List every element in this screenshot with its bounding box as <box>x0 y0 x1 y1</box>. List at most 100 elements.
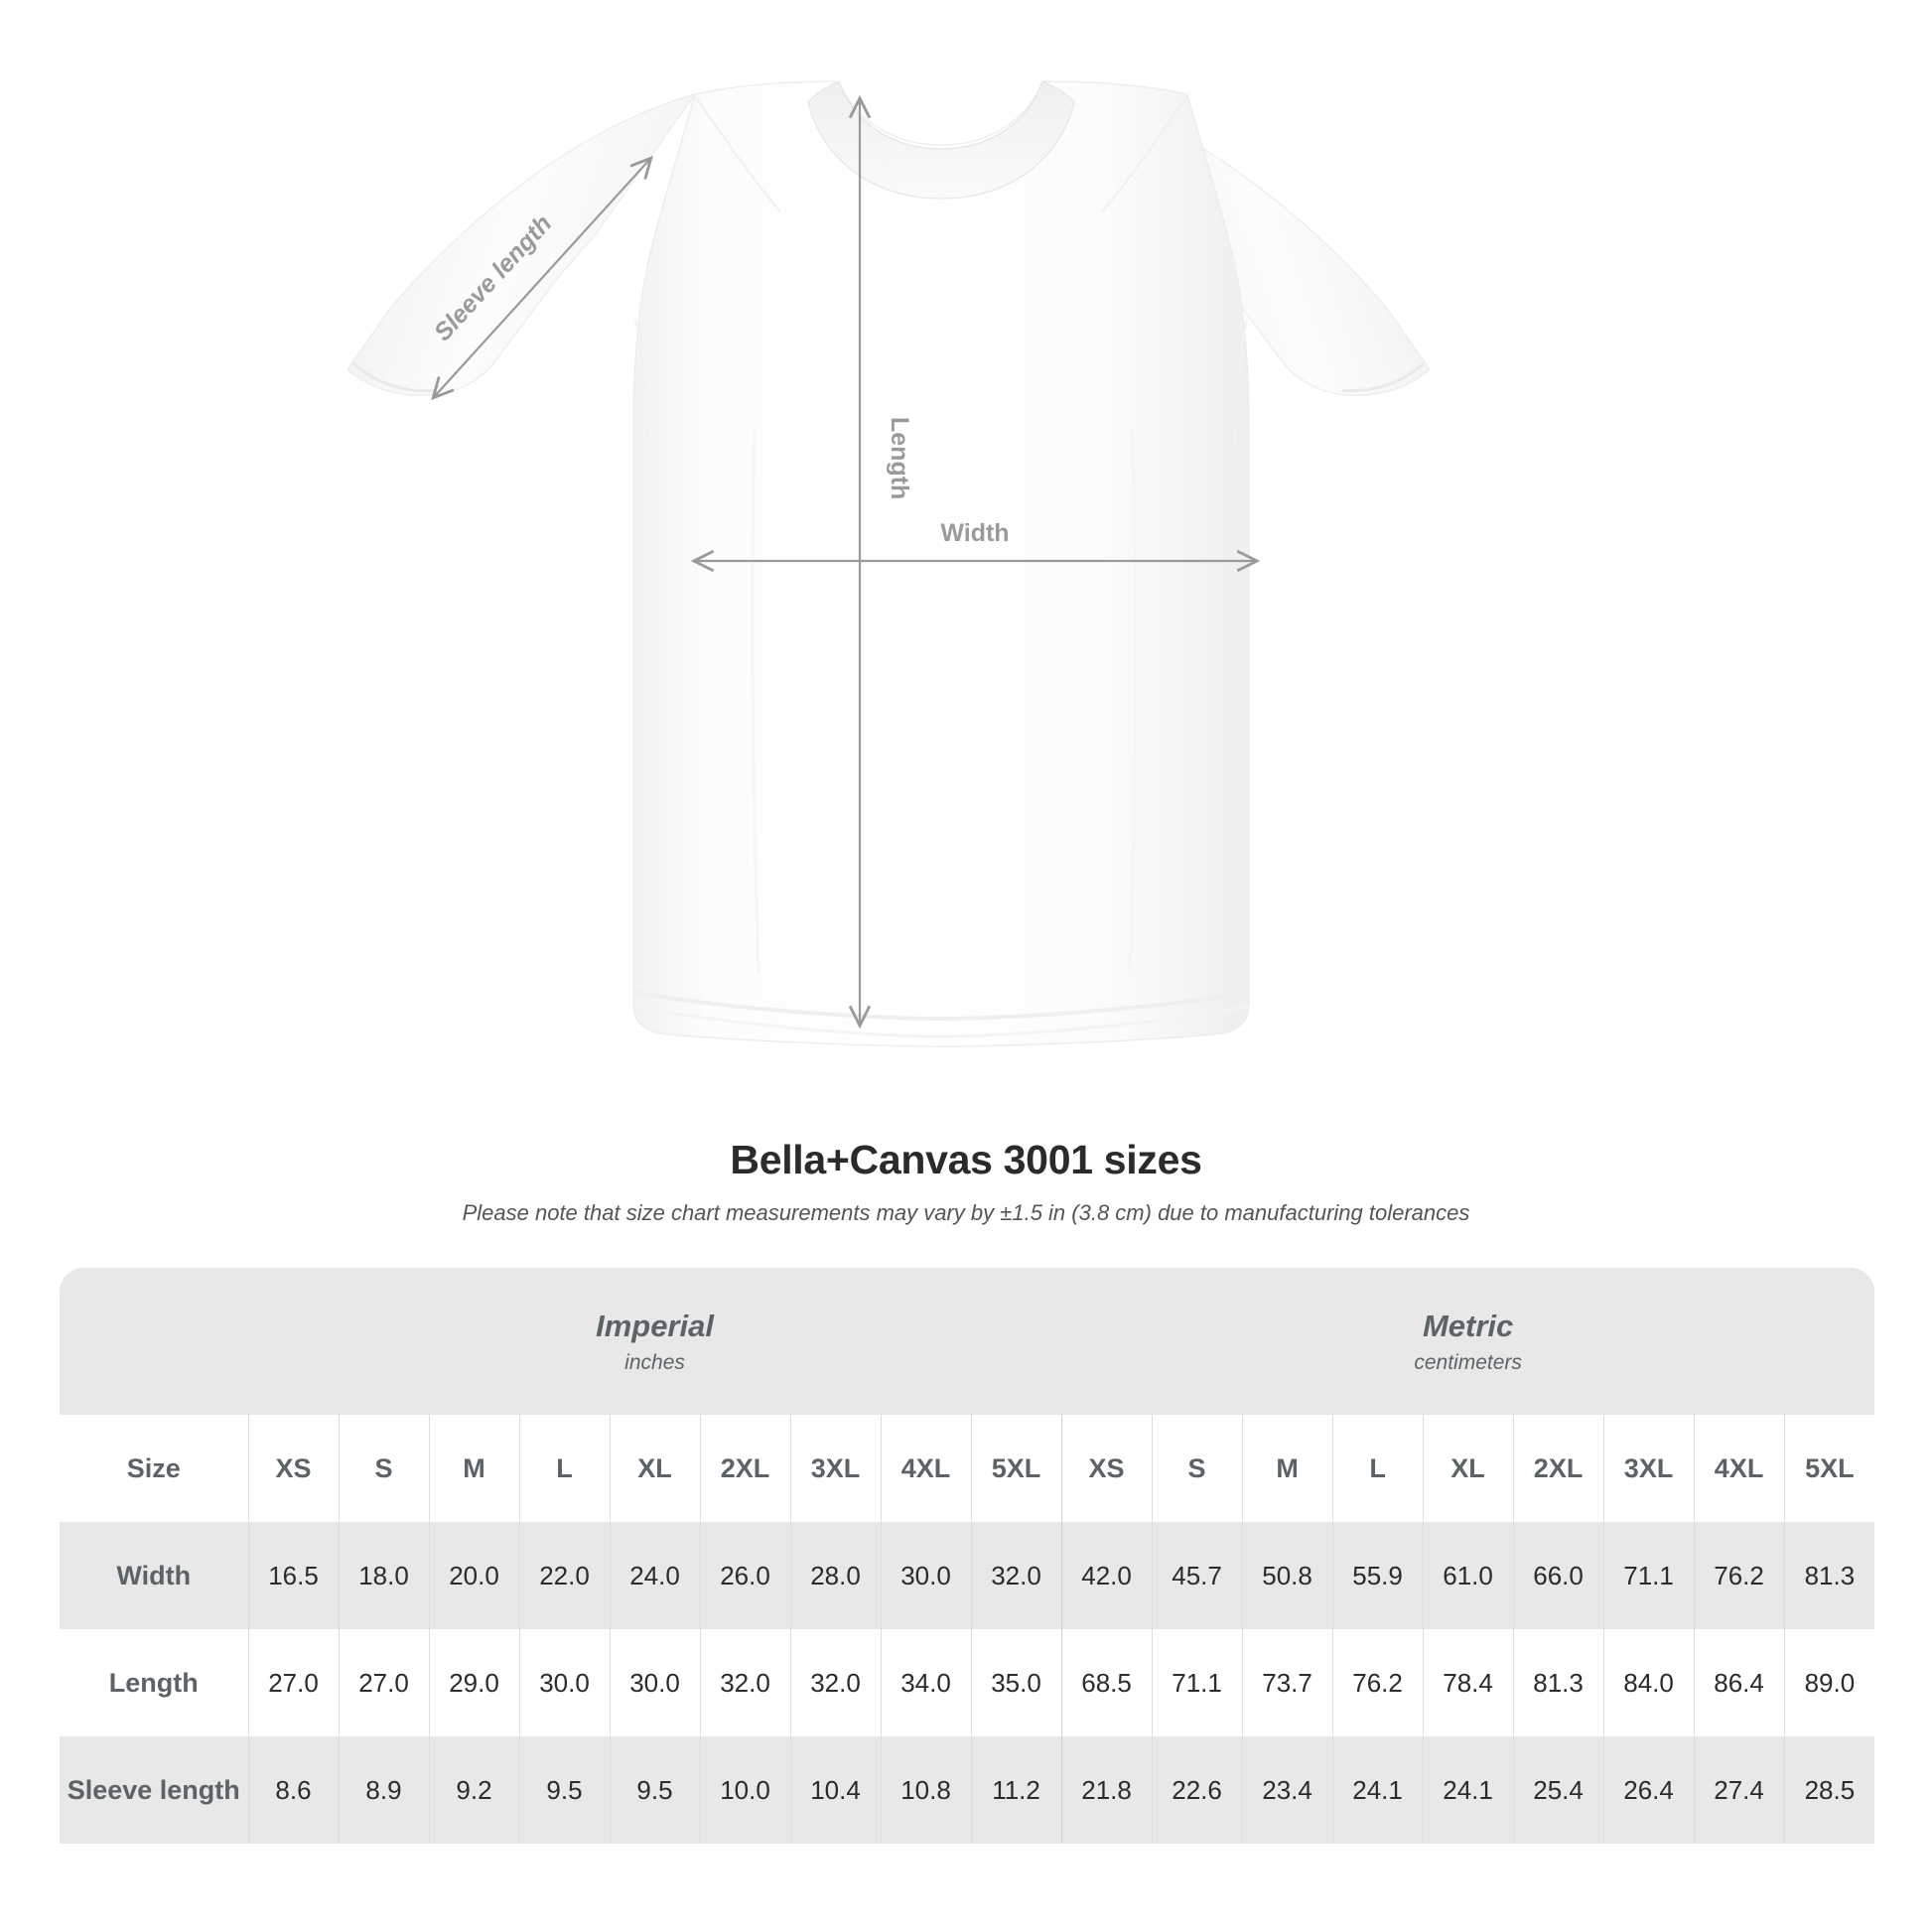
cell-value: 68.5 <box>1081 1667 1132 1698</box>
size-label: M <box>1276 1452 1299 1483</box>
cell-sleeve-4xl-metric: 27.4 <box>1693 1736 1785 1845</box>
cell-length-4xl-metric: 86.4 <box>1693 1629 1785 1737</box>
title-block: Bella+Canvas 3001 sizes Please note that… <box>0 1137 1932 1226</box>
size-label: XS <box>275 1452 312 1483</box>
size-table: Imperial inches Metric centimeters Size … <box>60 1268 1875 1845</box>
size-col-xl-imperial: XL <box>609 1415 700 1523</box>
cell-width-4xl-metric: 76.2 <box>1693 1522 1785 1630</box>
cell-width-xs-metric: 42.0 <box>1060 1522 1153 1630</box>
cell-sleeve-4xl-imperial: 10.8 <box>880 1736 971 1845</box>
size-label: 2XL <box>720 1452 770 1483</box>
cell-value: 21.8 <box>1081 1774 1132 1805</box>
banner-corner-cell <box>60 1268 248 1416</box>
cell-value: 55.9 <box>1352 1560 1403 1590</box>
cell-width-2xl-metric: 66.0 <box>1512 1522 1604 1630</box>
size-label: 4XL <box>1714 1452 1764 1483</box>
size-col-s-imperial: S <box>338 1415 429 1523</box>
size-table-container: Imperial inches Metric centimeters Size … <box>60 1268 1875 1845</box>
size-col-s-metric: S <box>1151 1415 1243 1523</box>
size-label: S <box>1187 1452 1206 1483</box>
cell-length-m-metric: 73.7 <box>1241 1629 1333 1737</box>
cell-length-m-imperial: 29.0 <box>428 1629 519 1737</box>
cell-length-2xl-metric: 81.3 <box>1512 1629 1604 1737</box>
cell-value: 28.0 <box>810 1560 861 1590</box>
cell-sleeve-xl-imperial: 9.5 <box>609 1736 700 1845</box>
size-col-xl-metric: XL <box>1422 1415 1514 1523</box>
size-label: S <box>374 1452 393 1483</box>
size-col-3xl-imperial: 3XL <box>789 1415 881 1523</box>
cell-value: 10.4 <box>810 1774 861 1805</box>
cell-length-s-metric: 71.1 <box>1151 1629 1243 1737</box>
cell-value: 9.5 <box>546 1774 583 1805</box>
size-label: XL <box>1450 1452 1485 1483</box>
table-row: Width 16.5 18.0 20.0 22.0 24.0 26.0 28.0… <box>60 1522 1875 1630</box>
cell-value: 11.2 <box>992 1774 1040 1805</box>
cell-value: 8.6 <box>275 1774 312 1805</box>
metric-banner-cell: Metric centimeters <box>1061 1268 1875 1416</box>
cell-value: 71.1 <box>1172 1667 1222 1698</box>
size-col-5xl-imperial: 5XL <box>970 1415 1062 1523</box>
cell-value: 25.4 <box>1533 1774 1584 1805</box>
size-label: 5XL <box>1805 1452 1855 1483</box>
size-label: L <box>1369 1452 1386 1483</box>
size-col-xs-metric: XS <box>1060 1415 1153 1523</box>
tshirt-diagram: Length Width Sleeve length <box>346 80 1431 1047</box>
cell-value: 76.2 <box>1714 1560 1764 1590</box>
page-title: Bella+Canvas 3001 sizes <box>730 1137 1202 1182</box>
imperial-unit: inches <box>624 1351 685 1375</box>
cell-value: 8.9 <box>365 1774 402 1805</box>
cell-value: 24.0 <box>629 1560 680 1590</box>
size-col-5xl-metric: 5XL <box>1783 1415 1875 1523</box>
cell-length-2xl-imperial: 32.0 <box>699 1629 790 1737</box>
cell-value: 81.3 <box>1533 1667 1584 1698</box>
cell-value: 32.0 <box>810 1667 861 1698</box>
cell-value: 76.2 <box>1352 1667 1403 1698</box>
cell-sleeve-5xl-metric: 28.5 <box>1783 1736 1875 1845</box>
cell-value: 50.8 <box>1262 1560 1312 1590</box>
cell-length-l-imperial: 30.0 <box>518 1629 610 1737</box>
cell-value: 26.0 <box>720 1560 770 1590</box>
size-col-l-imperial: L <box>518 1415 610 1523</box>
metric-unit: centimeters <box>1414 1351 1522 1375</box>
cell-width-4xl-imperial: 30.0 <box>880 1522 971 1630</box>
cell-length-3xl-imperial: 32.0 <box>789 1629 881 1737</box>
size-col-4xl-metric: 4XL <box>1693 1415 1785 1523</box>
cell-value: 24.1 <box>1443 1774 1493 1805</box>
cell-width-5xl-imperial: 32.0 <box>970 1522 1062 1630</box>
table-row: Length 27.0 27.0 29.0 30.0 30.0 32.0 32.… <box>60 1629 1875 1737</box>
cell-value: 73.7 <box>1262 1667 1312 1698</box>
cell-value: 84.0 <box>1623 1667 1674 1698</box>
cell-sleeve-xs-metric: 21.8 <box>1060 1736 1153 1845</box>
cell-value: 18.0 <box>358 1560 409 1590</box>
cell-value: 86.4 <box>1714 1667 1764 1698</box>
cell-width-m-metric: 50.8 <box>1241 1522 1333 1630</box>
cell-sleeve-5xl-imperial: 11.2 <box>970 1736 1062 1845</box>
metric-name: Metric <box>1422 1308 1514 1343</box>
cell-value: 78.4 <box>1443 1667 1493 1698</box>
size-header-row: Size XS S M L XL 2XL 3XL 4XL 5XL XS S M … <box>60 1415 1875 1523</box>
cell-width-3xl-metric: 71.1 <box>1602 1522 1695 1630</box>
cell-value: 28.5 <box>1804 1774 1856 1805</box>
cell-value: 30.0 <box>629 1667 680 1698</box>
cell-width-5xl-metric: 81.3 <box>1783 1522 1875 1630</box>
cell-value: 22.6 <box>1172 1774 1222 1805</box>
cell-value: 20.0 <box>449 1560 499 1590</box>
cell-width-s-imperial: 18.0 <box>338 1522 429 1630</box>
length-label: Length <box>886 417 913 499</box>
cell-sleeve-s-metric: 22.6 <box>1151 1736 1243 1845</box>
cell-length-5xl-metric: 89.0 <box>1783 1629 1875 1737</box>
cell-width-3xl-imperial: 28.0 <box>789 1522 881 1630</box>
cell-value: 27.0 <box>358 1667 409 1698</box>
size-col-m-imperial: M <box>428 1415 519 1523</box>
size-col-2xl-imperial: 2XL <box>699 1415 790 1523</box>
unit-banner-row: Imperial inches Metric centimeters <box>60 1268 1875 1416</box>
cell-length-l-metric: 76.2 <box>1331 1629 1424 1737</box>
size-label: 3XL <box>1623 1452 1674 1483</box>
size-label: XL <box>637 1452 672 1483</box>
cell-value: 35.0 <box>991 1667 1041 1698</box>
cell-value: 16.5 <box>268 1560 319 1590</box>
size-col-l-metric: L <box>1331 1415 1424 1523</box>
cell-sleeve-xl-metric: 24.1 <box>1422 1736 1514 1845</box>
size-col-2xl-metric: 2XL <box>1512 1415 1604 1523</box>
size-col-xs-imperial: XS <box>247 1415 339 1523</box>
